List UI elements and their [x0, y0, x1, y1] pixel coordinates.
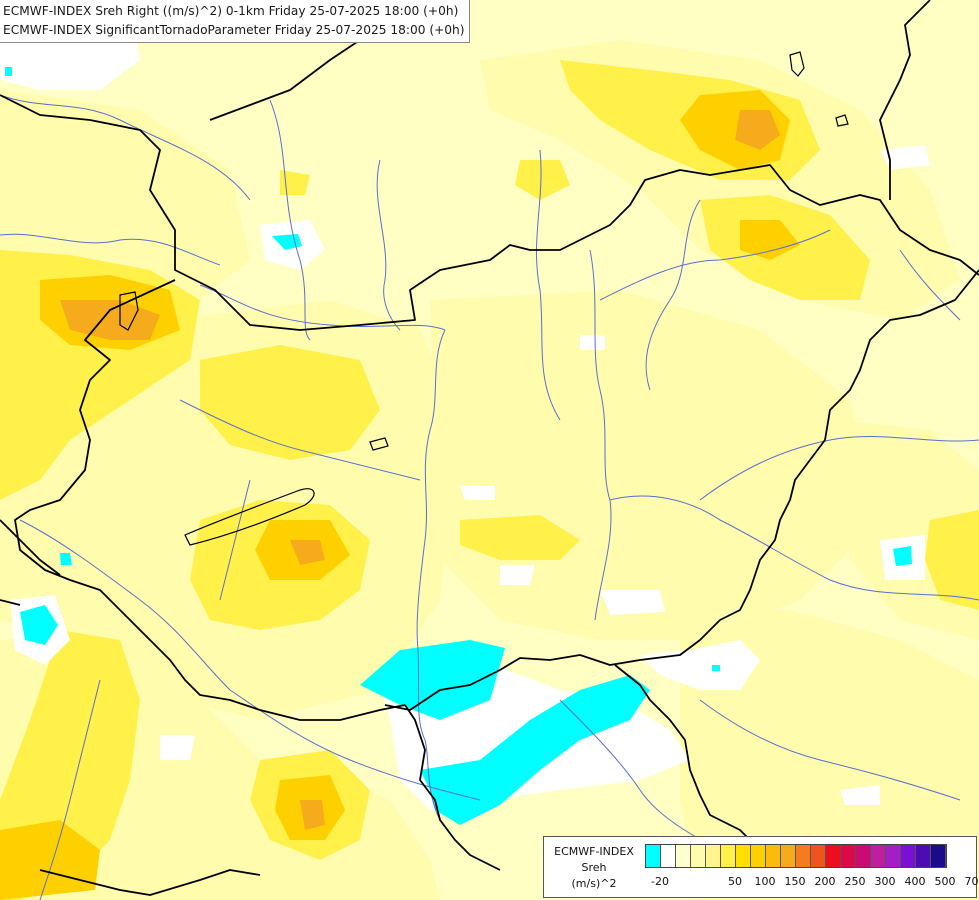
title-sreh: ECMWF-INDEX Sreh Right ((m/s)^2) 0-1km F…	[3, 4, 459, 18]
legend-swatch	[886, 845, 901, 867]
legend-swatch	[811, 845, 826, 867]
legend-tick-label: 50	[728, 875, 742, 888]
legend-swatch	[736, 845, 751, 867]
legend-swatch	[646, 845, 661, 867]
legend-swatch	[826, 845, 841, 867]
legend-swatch	[796, 845, 811, 867]
legend-tick-label: 500	[934, 875, 956, 888]
title-stp: ECMWF-INDEX SignificantTornadoParameter …	[3, 23, 465, 37]
legend-swatch	[841, 845, 856, 867]
border-east	[384, 269, 979, 711]
legend-swatch	[931, 845, 946, 867]
border-west	[14, 279, 406, 721]
legend-swatch	[706, 845, 721, 867]
border-far-south	[39, 869, 261, 896]
legend-swatch	[676, 845, 691, 867]
border-north	[0, 94, 979, 331]
legend-tick-label: 200	[814, 875, 836, 888]
lakes	[119, 51, 849, 546]
sreh-field-orange	[60, 110, 780, 830]
legend-swatch	[901, 845, 916, 867]
legend-tick-label: 150	[784, 875, 806, 888]
border-northeast	[879, 0, 931, 200]
legend-tick-label: 400	[904, 875, 926, 888]
legend-unit: (m/s)^2	[571, 877, 617, 890]
legend-parameter: Sreh	[581, 861, 607, 874]
legend-swatch	[661, 845, 676, 867]
legend-ticks: -20 50 100 150 200 250 300 400 500 700	[645, 875, 979, 889]
legend-swatch	[766, 845, 781, 867]
legend-swatch	[856, 845, 871, 867]
border-south-west	[404, 704, 501, 871]
legend-swatch	[916, 845, 931, 867]
legend-swatch	[691, 845, 706, 867]
legend-swatch	[871, 845, 886, 867]
legend-tick-label: 300	[874, 875, 896, 888]
border-southwest-coast	[0, 519, 61, 576]
legend-swatch	[721, 845, 736, 867]
border-south-east	[614, 664, 761, 851]
legend-swatch	[751, 845, 766, 867]
legend-product: ECMWF-INDEX	[554, 845, 634, 858]
color-legend: ECMWF-INDEX Sreh (m/s)^2 -20 50 100 150 200 2…	[543, 836, 979, 898]
border-west-inner	[0, 599, 21, 606]
legend-swatches	[645, 844, 947, 868]
map-title-box: ECMWF-INDEX Sreh Right ((m/s)^2) 0-1km F…	[0, 0, 470, 43]
legend-tick-label: 250	[844, 875, 866, 888]
rivers	[0, 94, 979, 900]
legend-tick-label: -20	[651, 875, 669, 888]
sreh-field-cyan	[5, 67, 912, 825]
legend-tick-label: 100	[754, 875, 776, 888]
legend-tick-label: 700	[964, 875, 979, 888]
legend-swatch	[781, 845, 796, 867]
